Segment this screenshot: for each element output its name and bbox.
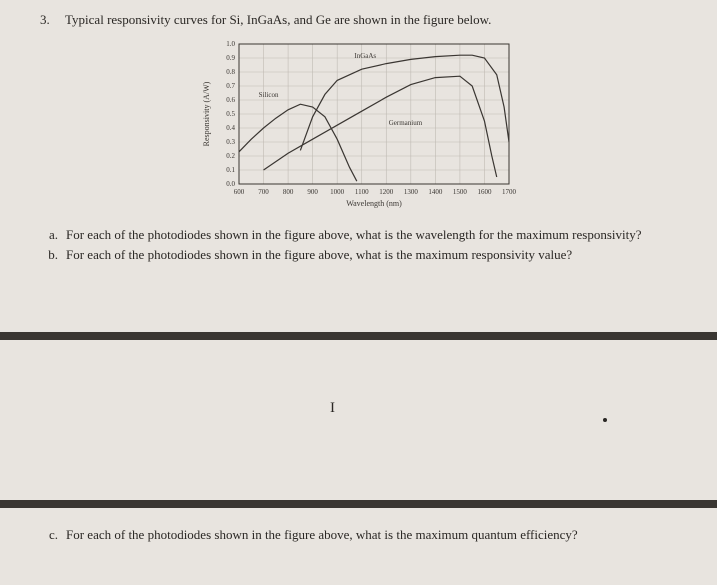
svg-text:Silicon: Silicon [258, 91, 278, 99]
responsivity-chart: 600 700 800 900 1000 1100 1200 1300 1400 1500 1600… [189, 34, 529, 214]
page-divider [0, 332, 717, 340]
svg-text:0.4: 0.4 [226, 124, 235, 132]
svg-text:Responsivity (A/W): Responsivity (A/W) [202, 81, 211, 146]
subpart-c-text: For each of the photodiodes shown in the… [66, 526, 677, 544]
svg-text:1.0: 1.0 [226, 40, 235, 48]
svg-text:1400: 1400 [428, 188, 443, 196]
svg-text:0.5: 0.5 [226, 110, 235, 118]
svg-text:1300: 1300 [403, 188, 418, 196]
svg-text:1500: 1500 [452, 188, 467, 196]
subquestions-ab: a. For each of the photodiodes shown in … [40, 226, 677, 263]
page-top: 3. Typical responsivity curves for Si, I… [0, 0, 717, 332]
subquestions-c: c. For each of the photodiodes shown in … [40, 526, 677, 544]
chart-svg: 600 700 800 900 1000 1100 1200 1300 1400 1500 1600… [189, 34, 529, 214]
page-divider [0, 500, 717, 508]
svg-text:0.3: 0.3 [226, 138, 235, 146]
question-prompt: Typical responsivity curves for Si, InGa… [65, 12, 491, 27]
svg-text:1700: 1700 [502, 188, 517, 196]
svg-text:0.1: 0.1 [226, 166, 235, 174]
svg-text:0.6: 0.6 [226, 96, 235, 104]
svg-text:0.0: 0.0 [226, 180, 235, 188]
svg-text:600: 600 [233, 188, 244, 196]
subpart-b: b. For each of the photodiodes shown in … [40, 246, 677, 264]
svg-text:900: 900 [307, 188, 318, 196]
svg-text:0.9: 0.9 [226, 54, 235, 62]
subpart-a-text: For each of the photodiodes shown in the… [66, 226, 677, 244]
svg-text:1000: 1000 [330, 188, 345, 196]
subpart-letter: c. [40, 526, 66, 544]
svg-text:0.8: 0.8 [226, 68, 235, 76]
page-middle: I [0, 340, 717, 500]
subpart-letter: a. [40, 226, 66, 244]
subpart-letter: b. [40, 246, 66, 264]
page-bottom: c. For each of the photodiodes shown in … [0, 508, 717, 585]
subpart-b-text: For each of the photodiodes shown in the… [66, 246, 677, 264]
subpart-a: a. For each of the photodiodes shown in … [40, 226, 677, 244]
svg-text:Germanium: Germanium [388, 119, 422, 127]
subpart-c: c. For each of the photodiodes shown in … [40, 526, 677, 544]
svg-text:800: 800 [282, 188, 293, 196]
dot-mark [603, 418, 607, 422]
svg-text:700: 700 [258, 188, 269, 196]
svg-text:1600: 1600 [477, 188, 492, 196]
svg-text:Wavelength (nm): Wavelength (nm) [346, 199, 402, 208]
question-number: 3. [40, 12, 62, 28]
svg-text:InGaAs: InGaAs [354, 52, 376, 60]
question-header: 3. Typical responsivity curves for Si, I… [40, 12, 677, 28]
svg-text:0.2: 0.2 [226, 152, 235, 160]
svg-text:1200: 1200 [379, 188, 394, 196]
svg-text:1100: 1100 [354, 188, 368, 196]
text-cursor-icon: I [330, 400, 335, 417]
svg-text:0.7: 0.7 [226, 82, 235, 90]
